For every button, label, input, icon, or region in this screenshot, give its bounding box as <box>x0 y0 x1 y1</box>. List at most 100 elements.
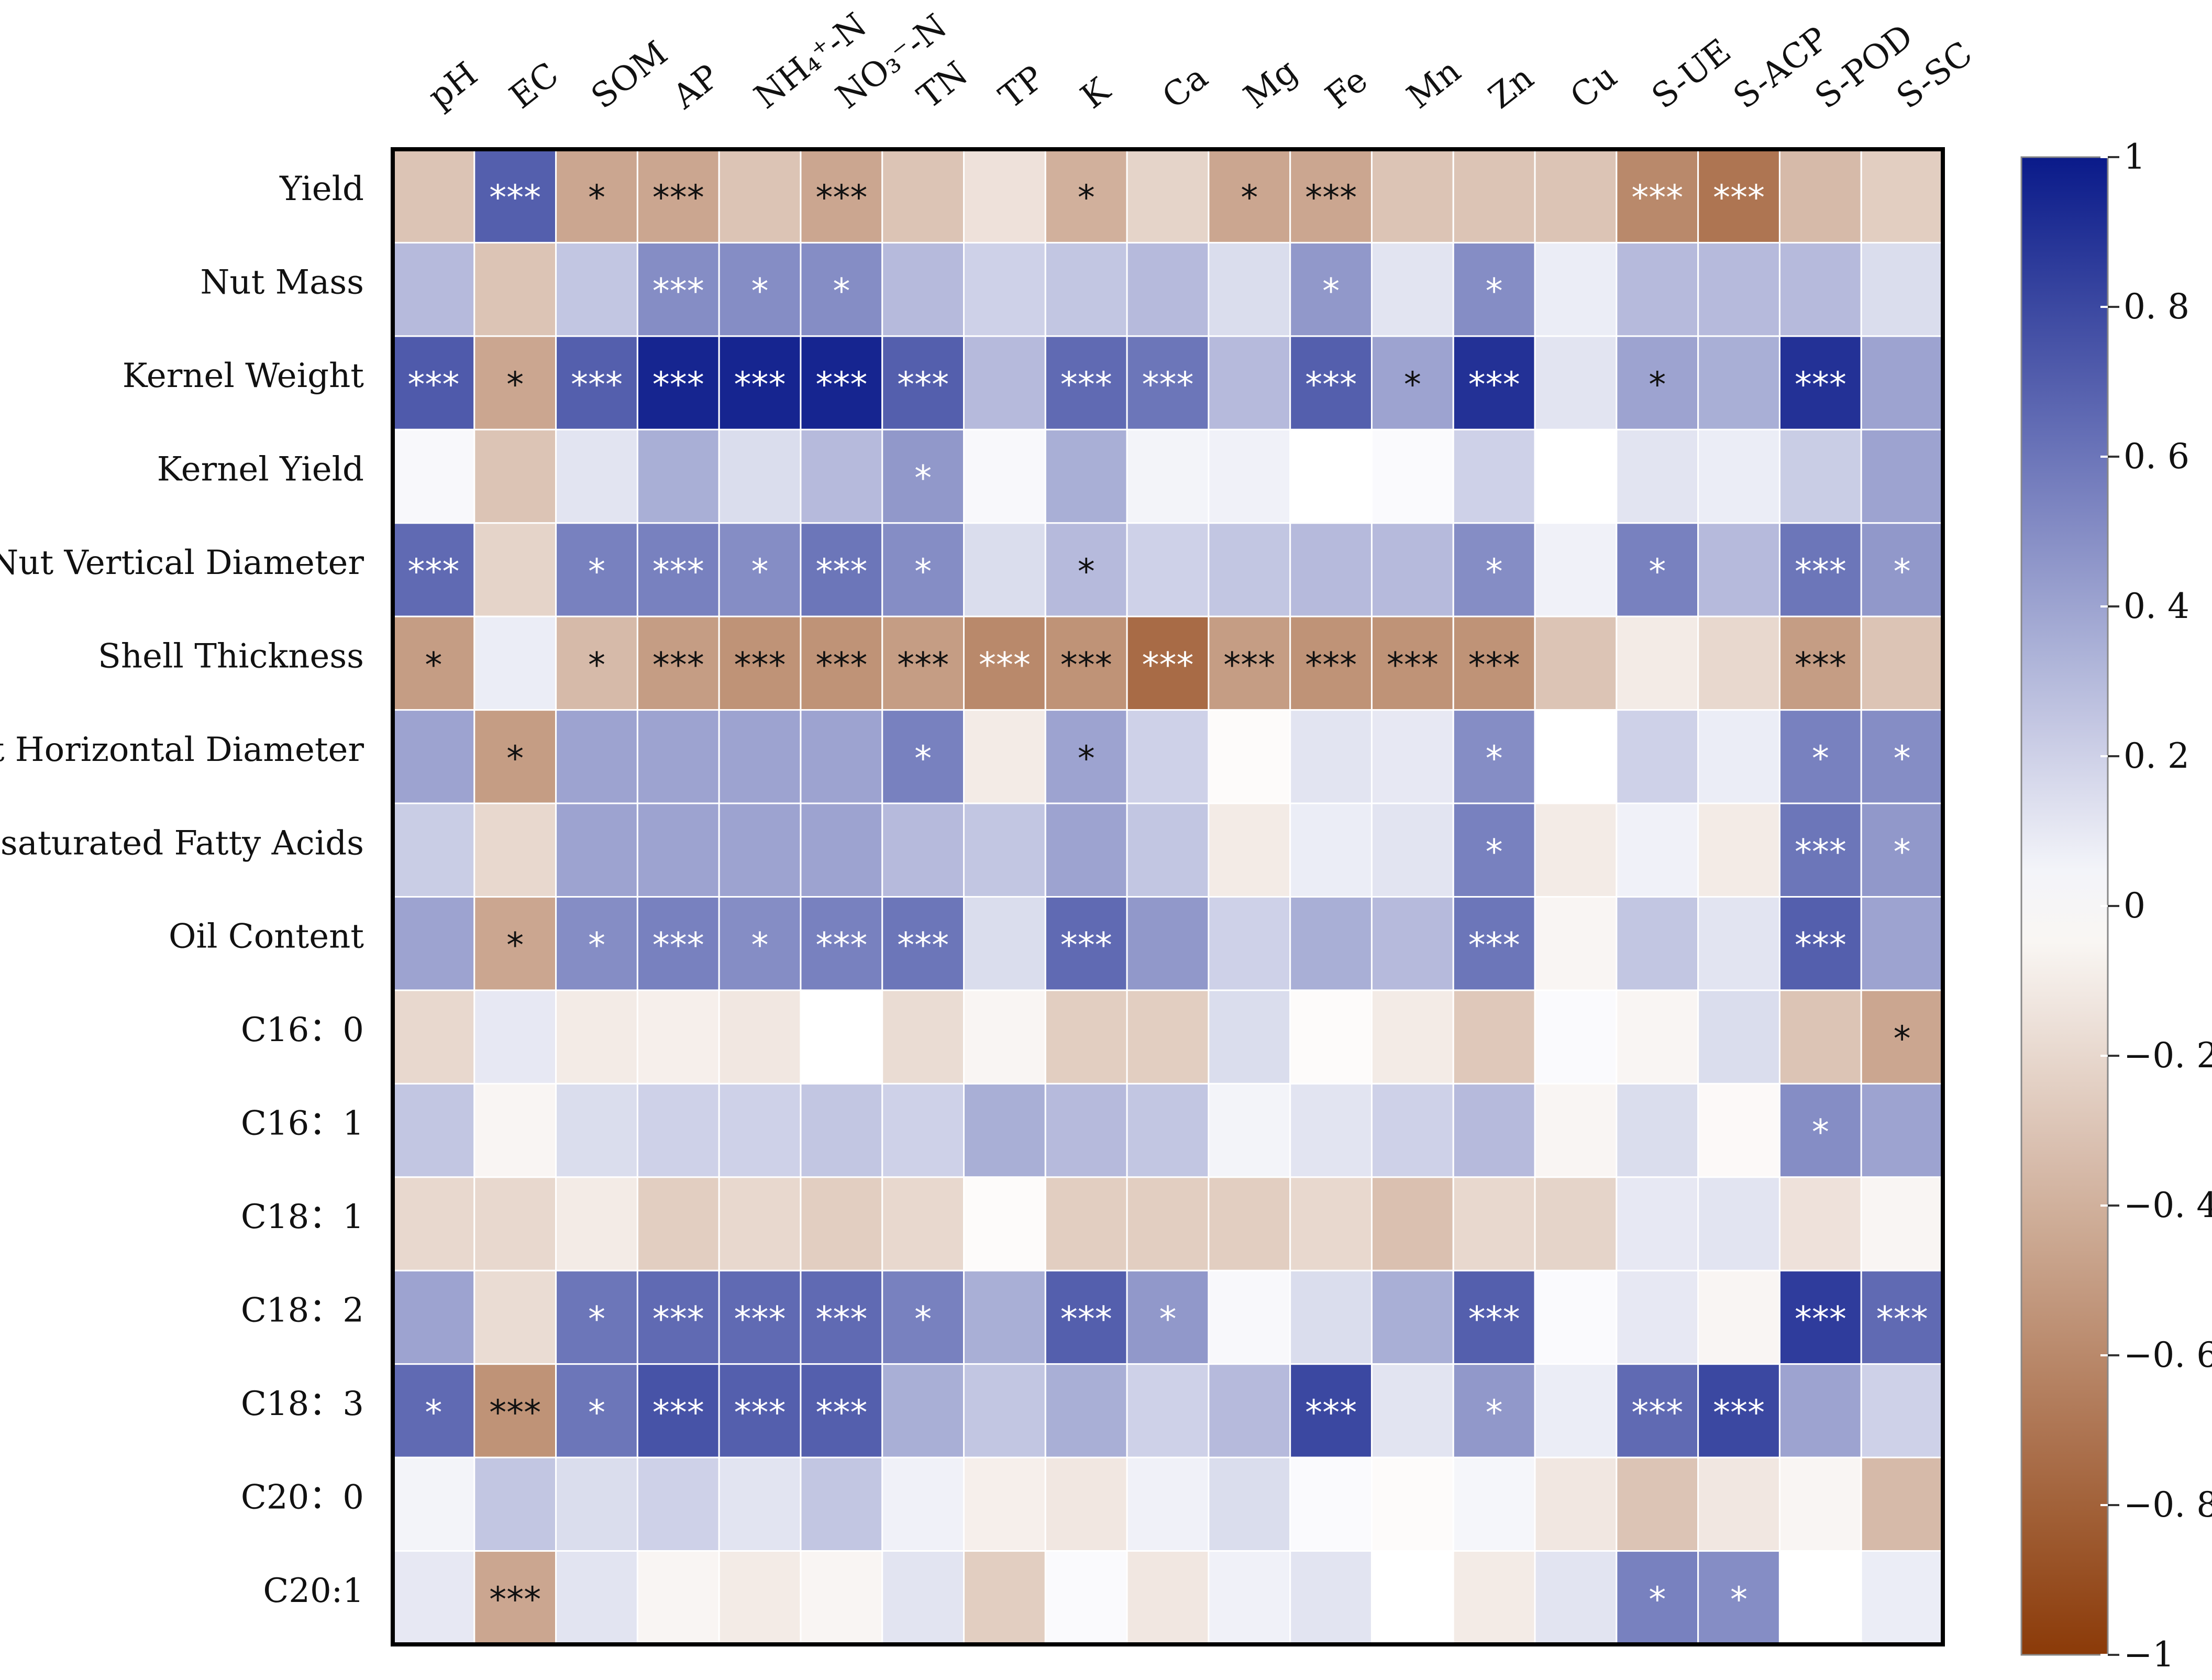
heatmap-cell <box>636 802 720 898</box>
heatmap-cell <box>1778 1550 1862 1645</box>
colorbar-tick-label: −1 <box>2123 1634 2174 1675</box>
significance-mark: *** <box>1795 925 1846 966</box>
heatmap-cell <box>473 1269 557 1365</box>
significance-mark: *** <box>1468 645 1520 685</box>
heatmap-cell <box>555 1082 638 1178</box>
heatmap-cell <box>473 241 557 337</box>
heatmap-cell <box>1208 335 1291 430</box>
significance-mark: *** <box>815 551 867 592</box>
heatmap-cell <box>1126 335 1210 430</box>
heatmap-cell <box>1289 241 1373 337</box>
heatmap-cell <box>1860 1176 1944 1272</box>
heatmap-cell <box>1778 615 1862 711</box>
significance-mark: *** <box>489 1392 541 1433</box>
colorbar-tick-label: 0. 2 <box>2123 736 2189 776</box>
heatmap-cell <box>1778 802 1862 898</box>
heatmap-cell <box>392 615 475 711</box>
heatmap-cell <box>1697 148 1780 244</box>
heatmap-cell <box>800 1082 883 1178</box>
significance-mark: *** <box>652 271 704 312</box>
heatmap-cell <box>392 1176 475 1272</box>
heatmap-cell <box>1534 1456 1618 1552</box>
significance-mark: * <box>588 1392 605 1433</box>
significance-mark: * <box>1812 738 1829 779</box>
heatmap-cell <box>1534 802 1618 898</box>
row-label: C18：1 <box>241 1198 364 1236</box>
column-label: Mn <box>1400 52 1468 117</box>
heatmap-cell <box>1208 1456 1291 1552</box>
heatmap-cell <box>718 615 802 711</box>
heatmap-cell <box>963 1550 1046 1645</box>
heatmap-cell <box>1452 709 1536 804</box>
row-label: Yield <box>279 170 364 208</box>
heatmap-cell <box>1044 428 1128 524</box>
significance-mark: * <box>1486 551 1503 592</box>
column-label: Mg <box>1237 52 1304 117</box>
significance-mark: *** <box>897 645 949 685</box>
heatmap-cell <box>963 241 1046 337</box>
heatmap-cell <box>1697 709 1780 804</box>
heatmap-cell <box>1697 989 1780 1085</box>
heatmap-cell <box>1534 709 1618 804</box>
heatmap-cell <box>1616 896 1699 991</box>
heatmap-cell <box>1778 241 1862 337</box>
heatmap-cell <box>1289 522 1373 617</box>
heatmap-cell <box>881 1363 965 1458</box>
significance-mark: *** <box>1795 551 1846 592</box>
column-label: SOM <box>584 34 675 117</box>
heatmap-cell <box>392 709 475 804</box>
heatmap-cell <box>881 709 965 804</box>
heatmap-cell <box>1616 709 1699 804</box>
heatmap-cell <box>1126 1082 1210 1178</box>
significance-mark: *** <box>1795 1299 1846 1339</box>
significance-mark: * <box>1486 271 1503 312</box>
heatmap-cell <box>1860 335 1944 430</box>
heatmap-cell <box>473 1363 557 1458</box>
significance-mark: * <box>914 458 932 499</box>
heatmap-cell <box>1616 615 1699 711</box>
heatmap-cell <box>718 1550 802 1645</box>
significance-mark: *** <box>1713 178 1765 218</box>
heatmap-cell <box>473 802 557 898</box>
heatmap-cell <box>392 241 475 337</box>
heatmap-cell <box>963 709 1046 804</box>
heatmap-cell <box>1208 989 1291 1085</box>
heatmap-cell <box>636 1456 720 1552</box>
row-label: C20:1 <box>263 1572 364 1610</box>
significance-mark: *** <box>1142 364 1194 405</box>
significance-mark: *** <box>652 1299 704 1339</box>
heatmap-frame <box>391 147 1945 1646</box>
heatmap-cell <box>1370 522 1454 617</box>
significance-mark: *** <box>1305 364 1357 405</box>
heatmap-cell <box>963 522 1046 617</box>
heatmap-cell <box>1289 802 1373 898</box>
significance-mark: * <box>751 271 769 312</box>
significance-mark: *** <box>1060 645 1112 685</box>
heatmap-cell <box>1044 1176 1128 1272</box>
heatmap-cell <box>881 335 965 430</box>
heatmap-cell <box>1370 896 1454 991</box>
significance-mark: * <box>914 1299 932 1339</box>
heatmap-cell <box>392 335 475 430</box>
significance-mark: *** <box>1468 1299 1520 1339</box>
heatmap-cell <box>718 896 802 991</box>
heatmap-cell <box>392 148 475 244</box>
significance-mark: *** <box>652 645 704 685</box>
significance-mark: *** <box>1305 645 1357 685</box>
heatmap-cell <box>1860 802 1944 898</box>
heatmap-cell <box>881 615 965 711</box>
heatmap-cell <box>1370 1363 1454 1458</box>
heatmap-cell <box>1044 335 1128 430</box>
significance-mark: *** <box>652 925 704 966</box>
heatmap-cell <box>1616 148 1699 244</box>
heatmap-cell <box>1044 1550 1128 1645</box>
heatmap-cell <box>1126 428 1210 524</box>
heatmap-cell <box>1534 989 1618 1085</box>
significance-mark: *** <box>1795 645 1846 685</box>
heatmap-cell <box>800 802 883 898</box>
heatmap-cell <box>881 241 965 337</box>
heatmap-cell <box>1616 1456 1699 1552</box>
heatmap-cell <box>1860 241 1944 337</box>
heatmap-cell <box>392 1550 475 1645</box>
heatmap-cell <box>963 428 1046 524</box>
